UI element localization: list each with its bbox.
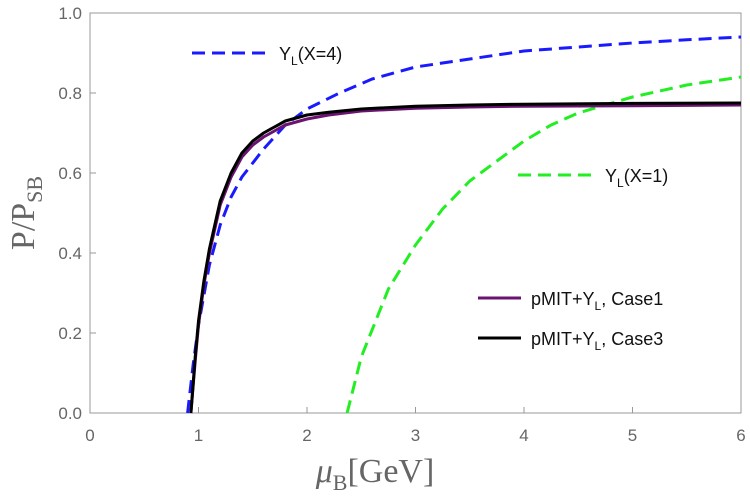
x-tick-label: 3 (411, 426, 420, 445)
y-axis-title: P/PSB (5, 176, 47, 250)
y-tick-label: 0.8 (58, 84, 82, 103)
plot-frame (89, 12, 742, 414)
series-line-case3 (189, 101, 742, 414)
series-line-yl_x1 (345, 75, 742, 414)
x-tick-label: 6 (736, 426, 745, 445)
legend-label-case3: pMIT+YL, Case3 (531, 329, 663, 353)
x-tick-label: 2 (302, 426, 311, 445)
x-tick-label: 0 (85, 426, 94, 445)
y-tick-label: 0.4 (58, 244, 82, 263)
series-line-case1 (189, 103, 742, 414)
legend-label-yl-x1: YL(X=1) (605, 166, 668, 190)
axis-ticks: 0 1 2 3 4 5 6 0.0 0.2 0.4 0.6 0.8 1.0 (58, 4, 745, 445)
legend-yl-x4: YL(X=4) (192, 44, 342, 68)
legend-yl-x1: YL(X=1) (518, 166, 668, 190)
legend-label-yl-x4: YL(X=4) (279, 44, 342, 68)
x-axis-title: μB[GeV] (315, 453, 435, 495)
y-tick-label: 0.2 (58, 324, 82, 343)
legend-label-case1: pMIT+YL, Case1 (531, 289, 663, 313)
y-tick-label: 0.6 (58, 164, 82, 183)
x-tick-label: 4 (519, 426, 528, 445)
series-line-yl_x4 (186, 35, 742, 414)
series-lines (186, 35, 742, 414)
legend-case1: pMIT+YL, Case1 (478, 289, 663, 313)
x-tick-label: 1 (194, 426, 203, 445)
y-tick-label: 0.0 (58, 404, 82, 423)
legend-case3: pMIT+YL, Case3 (478, 329, 663, 353)
x-tick-label: 5 (628, 426, 637, 445)
y-tick-label: 1.0 (58, 4, 82, 23)
